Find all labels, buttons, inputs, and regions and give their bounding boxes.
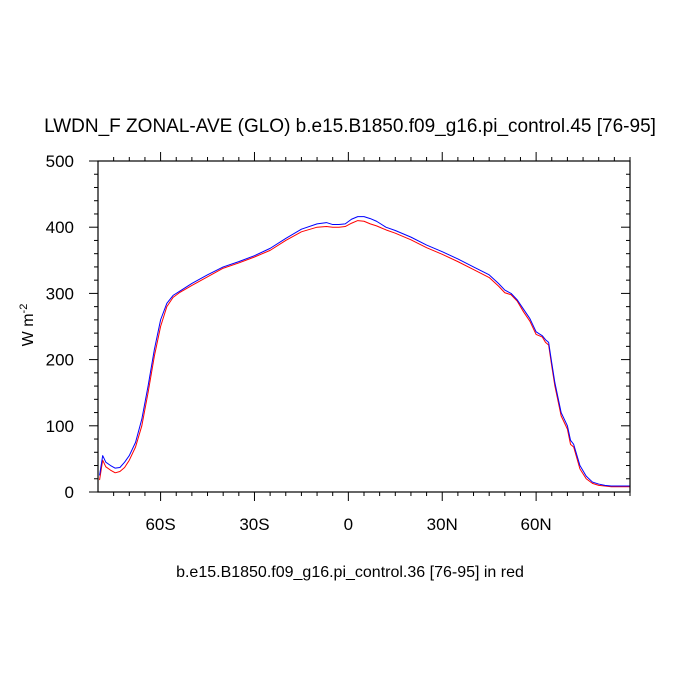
chart-title: LWDN_F ZONAL-AVE (GLO) b.e15.B1850.f09_g…	[44, 116, 656, 137]
plot-frame	[97, 160, 631, 493]
x-tick-label: 30S	[239, 515, 269, 534]
y-tick-label: 0	[65, 483, 74, 502]
blue-series-line	[99, 216, 630, 487]
axis-ticks	[89, 152, 631, 501]
series-lines	[99, 216, 630, 488]
x-tick-label: 0	[344, 515, 353, 534]
y-tick-label: 500	[46, 152, 74, 171]
y-tick-label: 300	[46, 284, 74, 303]
y-tick-label: 200	[46, 351, 74, 370]
y-tick-label: 100	[46, 417, 74, 436]
red-series-line	[99, 220, 630, 488]
x-tick-label: 30N	[427, 515, 458, 534]
tick-labels: 60S 30S 0 30N 60N 0 100 200 300 400 500	[46, 152, 552, 534]
x-tick-label: 60N	[521, 515, 552, 534]
x-tick-label: 60S	[145, 515, 175, 534]
chart-subtitle: b.e15.B1850.f09_g16.pi_control.36 [76-95…	[176, 564, 524, 581]
y-axis-label: W m-2	[18, 304, 37, 347]
y-tick-label: 400	[46, 218, 74, 237]
